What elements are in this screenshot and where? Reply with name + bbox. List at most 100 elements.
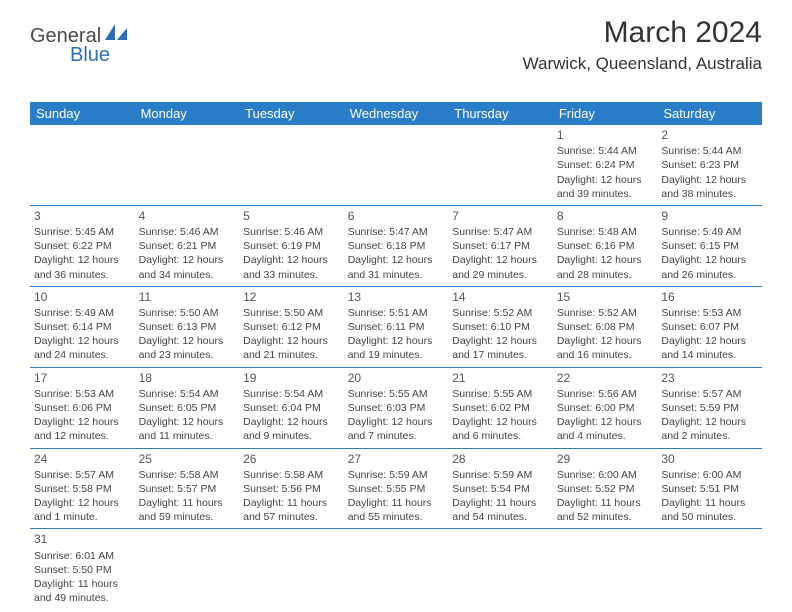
- calendar-day-cell: 23Sunrise: 5:57 AMSunset: 5:59 PMDayligh…: [657, 367, 762, 448]
- daylight-text: Daylight: 12 hours: [348, 253, 445, 267]
- day-number: 31: [34, 531, 131, 547]
- day-number: 19: [243, 370, 340, 386]
- day-number: 30: [661, 451, 758, 467]
- sunrise-text: Sunrise: 5:59 AM: [348, 468, 445, 482]
- sunrise-text: Sunrise: 5:55 AM: [348, 387, 445, 401]
- daylight-text: Daylight: 11 hours: [139, 496, 236, 510]
- daylight-text: and 28 minutes.: [557, 268, 654, 282]
- sunset-text: Sunset: 6:17 PM: [452, 239, 549, 253]
- daylight-text: Daylight: 12 hours: [139, 334, 236, 348]
- day-number: 15: [557, 289, 654, 305]
- daylight-text: and 36 minutes.: [34, 268, 131, 282]
- sunset-text: Sunset: 6:04 PM: [243, 401, 340, 415]
- calendar-day-cell: 18Sunrise: 5:54 AMSunset: 6:05 PMDayligh…: [135, 367, 240, 448]
- sunset-text: Sunset: 6:05 PM: [139, 401, 236, 415]
- sunset-text: Sunset: 5:54 PM: [452, 482, 549, 496]
- daylight-text: and 50 minutes.: [661, 510, 758, 524]
- calendar-week-row: 10Sunrise: 5:49 AMSunset: 6:14 PMDayligh…: [30, 286, 762, 367]
- sunrise-text: Sunrise: 6:00 AM: [557, 468, 654, 482]
- calendar-day-cell: 16Sunrise: 5:53 AMSunset: 6:07 PMDayligh…: [657, 286, 762, 367]
- day-number: 20: [348, 370, 445, 386]
- calendar-day-cell: 3Sunrise: 5:45 AMSunset: 6:22 PMDaylight…: [30, 205, 135, 286]
- calendar-day-cell: 5Sunrise: 5:46 AMSunset: 6:19 PMDaylight…: [239, 205, 344, 286]
- daylight-text: and 55 minutes.: [348, 510, 445, 524]
- calendar-day-cell: 31Sunrise: 6:01 AMSunset: 5:50 PMDayligh…: [30, 529, 135, 609]
- daylight-text: and 29 minutes.: [452, 268, 549, 282]
- daylight-text: Daylight: 12 hours: [243, 334, 340, 348]
- sunset-text: Sunset: 6:12 PM: [243, 320, 340, 334]
- title-block: March 2024 Warwick, Queensland, Australi…: [523, 16, 762, 74]
- sunrise-text: Sunrise: 5:44 AM: [661, 144, 758, 158]
- calendar-day-cell: 11Sunrise: 5:50 AMSunset: 6:13 PMDayligh…: [135, 286, 240, 367]
- daylight-text: Daylight: 11 hours: [452, 496, 549, 510]
- calendar-day-cell: 7Sunrise: 5:47 AMSunset: 6:17 PMDaylight…: [448, 205, 553, 286]
- daylight-text: and 59 minutes.: [139, 510, 236, 524]
- calendar-day-cell: [657, 529, 762, 609]
- calendar-day-cell: 6Sunrise: 5:47 AMSunset: 6:18 PMDaylight…: [344, 205, 449, 286]
- calendar-day-cell: 17Sunrise: 5:53 AMSunset: 6:06 PMDayligh…: [30, 367, 135, 448]
- calendar-week-row: 24Sunrise: 5:57 AMSunset: 5:58 PMDayligh…: [30, 448, 762, 529]
- daylight-text: Daylight: 12 hours: [661, 334, 758, 348]
- weekday-header: Tuesday: [239, 102, 344, 125]
- sunrise-text: Sunrise: 5:46 AM: [139, 225, 236, 239]
- sunrise-text: Sunrise: 6:01 AM: [34, 549, 131, 563]
- calendar-day-cell: [344, 529, 449, 609]
- daylight-text: and 6 minutes.: [452, 429, 549, 443]
- day-number: 23: [661, 370, 758, 386]
- sunset-text: Sunset: 5:55 PM: [348, 482, 445, 496]
- daylight-text: Daylight: 12 hours: [661, 253, 758, 267]
- weekday-header: Friday: [553, 102, 658, 125]
- sunset-text: Sunset: 6:16 PM: [557, 239, 654, 253]
- daylight-text: and 7 minutes.: [348, 429, 445, 443]
- day-number: 10: [34, 289, 131, 305]
- sunset-text: Sunset: 6:15 PM: [661, 239, 758, 253]
- sunset-text: Sunset: 6:02 PM: [452, 401, 549, 415]
- day-number: 25: [139, 451, 236, 467]
- weekday-header: Wednesday: [344, 102, 449, 125]
- calendar-day-cell: 4Sunrise: 5:46 AMSunset: 6:21 PMDaylight…: [135, 205, 240, 286]
- sunset-text: Sunset: 5:50 PM: [34, 563, 131, 577]
- weekday-header: Sunday: [30, 102, 135, 125]
- daylight-text: and 24 minutes.: [34, 348, 131, 362]
- day-number: 14: [452, 289, 549, 305]
- calendar-day-cell: 9Sunrise: 5:49 AMSunset: 6:15 PMDaylight…: [657, 205, 762, 286]
- calendar-week-row: 3Sunrise: 5:45 AMSunset: 6:22 PMDaylight…: [30, 205, 762, 286]
- daylight-text: and 57 minutes.: [243, 510, 340, 524]
- daylight-text: and 1 minute.: [34, 510, 131, 524]
- day-number: 26: [243, 451, 340, 467]
- calendar-day-cell: 21Sunrise: 5:55 AMSunset: 6:02 PMDayligh…: [448, 367, 553, 448]
- daylight-text: Daylight: 12 hours: [452, 334, 549, 348]
- daylight-text: and 49 minutes.: [34, 591, 131, 605]
- calendar-day-cell: [239, 529, 344, 609]
- day-number: 29: [557, 451, 654, 467]
- calendar-day-cell: 20Sunrise: 5:55 AMSunset: 6:03 PMDayligh…: [344, 367, 449, 448]
- sunrise-text: Sunrise: 5:55 AM: [452, 387, 549, 401]
- calendar-day-cell: 30Sunrise: 6:00 AMSunset: 5:51 PMDayligh…: [657, 448, 762, 529]
- sunrise-text: Sunrise: 5:58 AM: [139, 468, 236, 482]
- sunset-text: Sunset: 6:24 PM: [557, 158, 654, 172]
- sunrise-text: Sunrise: 5:52 AM: [557, 306, 654, 320]
- daylight-text: Daylight: 11 hours: [661, 496, 758, 510]
- sunrise-text: Sunrise: 5:47 AM: [452, 225, 549, 239]
- calendar-day-cell: 14Sunrise: 5:52 AMSunset: 6:10 PMDayligh…: [448, 286, 553, 367]
- sunrise-text: Sunrise: 5:56 AM: [557, 387, 654, 401]
- calendar-day-cell: [30, 125, 135, 205]
- calendar-day-cell: [239, 125, 344, 205]
- daylight-text: Daylight: 12 hours: [34, 496, 131, 510]
- daylight-text: and 9 minutes.: [243, 429, 340, 443]
- daylight-text: Daylight: 12 hours: [452, 253, 549, 267]
- daylight-text: Daylight: 12 hours: [557, 415, 654, 429]
- calendar-day-cell: 1Sunrise: 5:44 AMSunset: 6:24 PMDaylight…: [553, 125, 658, 205]
- month-title: March 2024: [523, 16, 762, 50]
- calendar-day-cell: 22Sunrise: 5:56 AMSunset: 6:00 PMDayligh…: [553, 367, 658, 448]
- daylight-text: Daylight: 11 hours: [348, 496, 445, 510]
- sunset-text: Sunset: 6:22 PM: [34, 239, 131, 253]
- calendar-day-cell: [135, 125, 240, 205]
- day-number: 17: [34, 370, 131, 386]
- sunset-text: Sunset: 6:18 PM: [348, 239, 445, 253]
- sunrise-text: Sunrise: 5:44 AM: [557, 144, 654, 158]
- calendar-day-cell: 24Sunrise: 5:57 AMSunset: 5:58 PMDayligh…: [30, 448, 135, 529]
- sunrise-text: Sunrise: 6:00 AM: [661, 468, 758, 482]
- daylight-text: and 34 minutes.: [139, 268, 236, 282]
- daylight-text: Daylight: 11 hours: [557, 496, 654, 510]
